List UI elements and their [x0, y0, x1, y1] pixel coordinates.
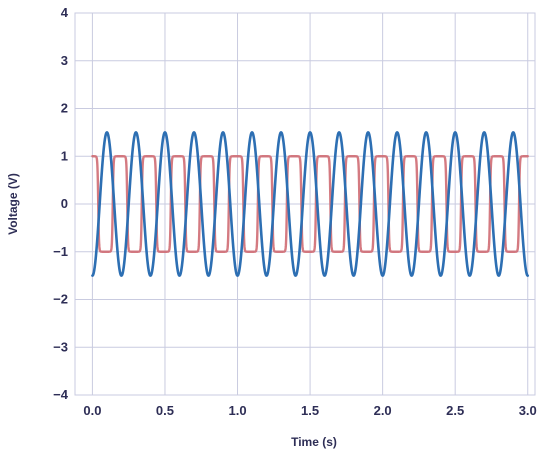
y-tick-label: 3: [61, 53, 68, 68]
y-tick-label: −4: [53, 387, 69, 402]
y-tick-label: −1: [53, 244, 68, 259]
x-tick-label: 1.5: [301, 403, 319, 418]
x-tick-label: 0.0: [83, 403, 101, 418]
series-square-line: [91, 155, 529, 253]
x-axis-title: Time (s): [291, 435, 337, 449]
x-tick-label: 2.0: [374, 403, 392, 418]
series-layer: [91, 131, 530, 277]
y-tick-labels: −4 −3 −2 −1 0 1 2 3 4: [53, 5, 69, 402]
y-tick-label: 0: [61, 196, 68, 211]
y-tick-label: 1: [61, 148, 68, 163]
x-tick-label: 1.0: [228, 403, 246, 418]
y-axis-title: Voltage (V): [6, 173, 20, 235]
y-tick-label: −3: [53, 339, 68, 354]
x-tick-label: 3.0: [519, 403, 537, 418]
y-tick-label: 2: [61, 101, 68, 116]
series-sine-line: [91, 131, 530, 277]
x-tick-label: 0.5: [156, 403, 174, 418]
x-tick-label: 2.5: [446, 403, 464, 418]
x-tick-labels: 0.0 0.5 1.0 1.5 2.0 2.5 3.0: [83, 403, 536, 418]
y-tick-label: 4: [61, 5, 69, 20]
y-tick-label: −2: [53, 292, 68, 307]
plot-border: [74, 12, 536, 396]
